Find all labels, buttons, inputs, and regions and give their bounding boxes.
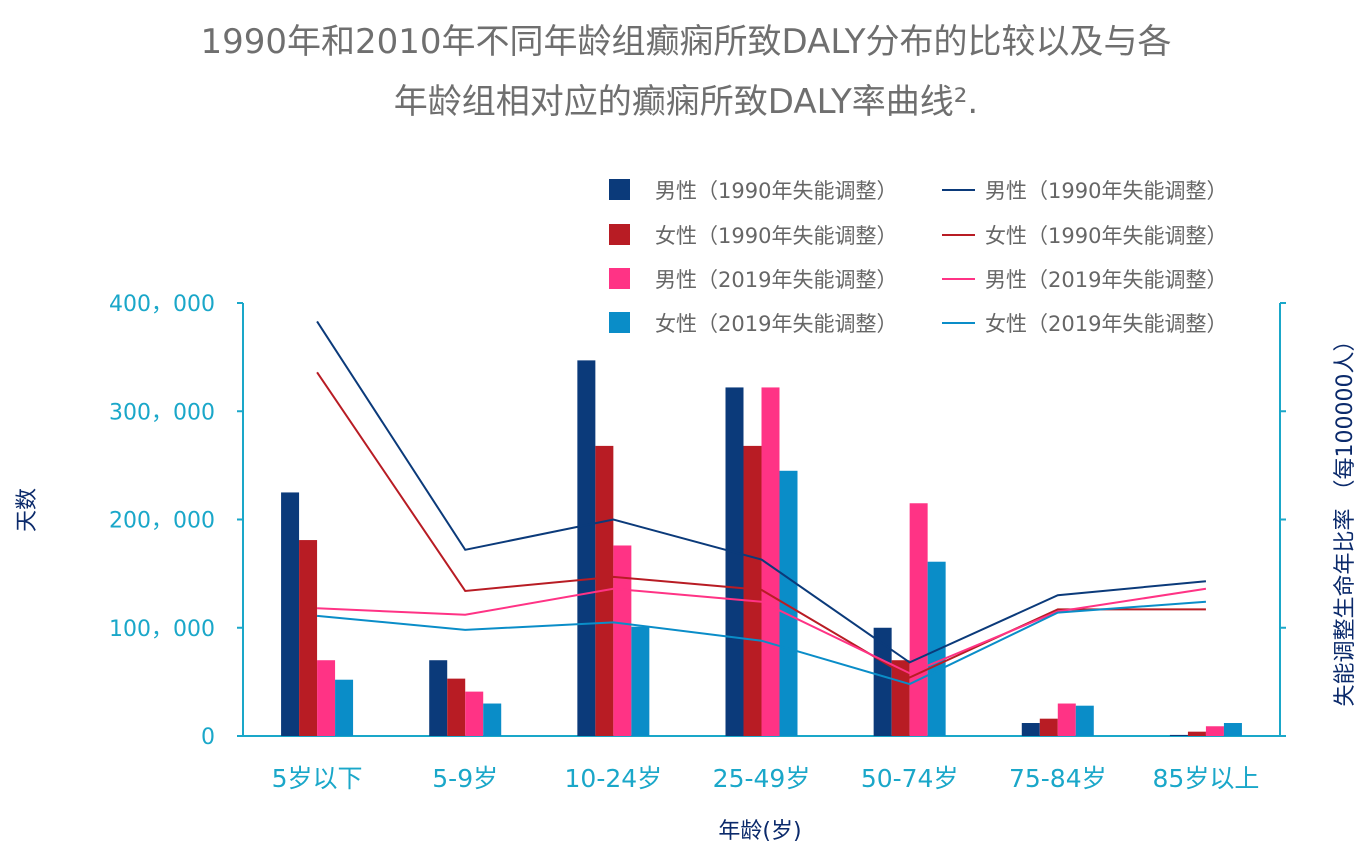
bar [1187,731,1206,736]
bar [335,679,354,736]
x-tick-label: 50-74岁 [861,764,959,793]
legend-label: 男性（2019年失能调整） [655,268,897,292]
series-line [316,371,1206,679]
bar [761,387,780,736]
legend-label: 女性（2019年失能调整） [655,312,897,336]
legend-label: 女性（1990年失能调整） [985,224,1227,248]
bar [1169,734,1188,736]
x-tick-label: 10-24岁 [565,764,663,793]
x-tick-label: 25-49岁 [713,764,811,793]
y-tick-label: 100，000 [109,617,215,642]
bar [429,660,448,736]
bar [299,540,318,736]
bar [281,492,300,736]
legend-swatch-bar [609,179,630,200]
x-tick-label: 5-9岁 [432,764,498,793]
series-line [316,600,1207,686]
chart-title-line-2: 年龄组相对应的癫痫所致DALY率曲线². [393,82,979,122]
legend-swatch-bar [609,268,630,289]
y-tick-label: 300，000 [109,400,215,425]
bar [613,545,632,736]
bar [779,470,798,736]
legend-label: 女性（1990年失能调整） [655,224,897,248]
bar [725,387,744,736]
bar [483,703,502,736]
legend-label: 男性（1990年失能调整） [985,179,1227,203]
legend: 男性（1990年失能调整） 女性（1990年失能调整） 男性（2019年失能调整） 女… [609,179,1227,336]
y-tick-label: 400，000 [109,292,215,317]
y-tick-label: 200，000 [109,509,215,534]
legend-swatch-bar [609,224,630,245]
legend-label: 男性（2019年失能调整） [985,268,1227,292]
bar [1223,723,1242,736]
x-tick-label: 85岁以上 [1153,764,1260,793]
bar [1205,726,1224,736]
bar [927,561,946,736]
y2-axis-label: 失能调整生命年比率 （每100000人） [1333,330,1358,707]
bar [1075,705,1094,736]
legend-label: 男性（1990年失能调整） [655,179,897,203]
bar [465,691,484,736]
bar [873,627,892,736]
bar [1021,723,1040,736]
x-axis-label: 年龄(岁) [718,819,801,844]
series-line [316,320,1207,664]
legend-label: 女性（2019年失能调整） [985,312,1227,336]
axes: 0 100，000 200，000 300，000 400，000 5岁以下 5-9岁 10-… [109,292,1286,793]
chart-title-line-1: 1990年和2010年不同年龄组癫痫所致DALY分布的比较以及与各 [200,22,1172,62]
bar [631,626,650,736]
bar [577,360,596,736]
bar [1039,718,1058,736]
legend-swatch-bar [609,312,630,333]
series-line [317,587,1207,675]
bar [1057,703,1076,736]
bar [909,503,928,736]
bars-layer [281,360,1242,736]
lines-layer [316,320,1207,686]
x-tick-label: 75-84岁 [1009,764,1107,793]
x-tick-label: 5岁以下 [272,764,363,793]
bar [317,660,336,736]
y-tick-label: 0 [201,725,215,750]
bar [447,678,466,736]
y-axis-label: 天数 [15,488,40,532]
bar [743,445,762,736]
